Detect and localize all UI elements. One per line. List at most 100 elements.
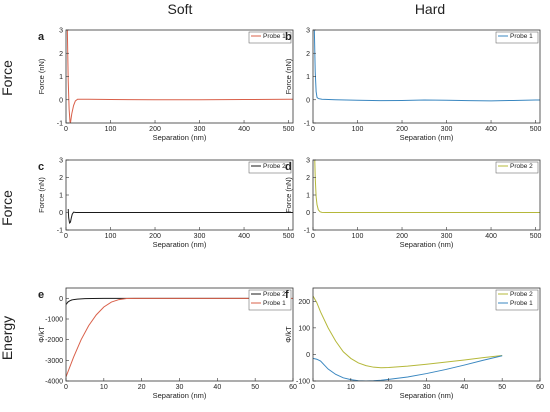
x-tick-label: 300 — [441, 233, 453, 240]
row-label-force-2: Force — [0, 190, 15, 226]
x-tick-label: 60 — [289, 384, 297, 391]
y-tick-label: 1 — [306, 74, 310, 81]
legend: Probe 2 — [495, 161, 539, 174]
x-tick-label: 300 — [194, 233, 206, 240]
y-axis-label: Φ/kT — [37, 326, 46, 343]
x-tick-label: 400 — [485, 126, 497, 133]
y-tick-label: -1 — [57, 121, 63, 128]
y-axis-label: Force (nN) — [37, 58, 46, 94]
y-tick-label: -100 — [296, 379, 310, 386]
y-tick-label: 1 — [59, 74, 63, 81]
x-tick-label: 20 — [138, 384, 146, 391]
legend-entry: Probe 1 — [263, 300, 286, 307]
y-tick-label: 100 — [298, 325, 310, 332]
legend-entry: Probe 2 — [263, 163, 286, 170]
x-tick-label: 200 — [149, 233, 161, 240]
legend: Probe 2 Probe 1 — [248, 289, 292, 311]
y-tick-label: 200 — [298, 299, 310, 306]
x-tick-label: 300 — [194, 126, 206, 133]
y-tick-label: -1000 — [45, 317, 63, 324]
x-tick-label: 0 — [64, 126, 68, 133]
panel-letter: d — [285, 161, 292, 173]
x-tick-label: 100 — [105, 233, 117, 240]
y-tick-label: -4000 — [45, 379, 63, 386]
row-label-energy: Energy — [0, 316, 15, 360]
x-tick-label: 500 — [530, 126, 542, 133]
x-tick-label: 50 — [498, 384, 506, 391]
x-tick-label: 0 — [311, 384, 315, 391]
x-tick-label: 40 — [213, 384, 221, 391]
y-tick-label: 1 — [306, 193, 310, 200]
series-line-e-0 — [66, 297, 256, 305]
series-line-f-1 — [313, 355, 503, 381]
y-tick-label: 2 — [59, 175, 63, 182]
series-line-e-1 — [66, 297, 293, 378]
y-tick-label: 2 — [306, 51, 310, 58]
legend-entry: Probe 2 — [510, 163, 533, 170]
x-axis-label: Separation (nm) — [400, 391, 454, 400]
y-tick-label: -3000 — [45, 358, 63, 365]
legend-box — [248, 31, 292, 44]
legend-box — [495, 161, 539, 174]
x-tick-label: 40 — [460, 384, 468, 391]
plot-frame — [312, 29, 541, 124]
y-axis-label: Force (nN) — [284, 177, 293, 213]
y-tick-label: 0 — [306, 97, 310, 104]
y-tick-label: 0 — [59, 296, 63, 303]
y-tick-label: 3 — [306, 158, 310, 165]
panel-letter: b — [285, 31, 292, 43]
column-header-hard: Hard — [415, 1, 445, 17]
legend-entry: Probe 1 — [263, 33, 286, 40]
plot-frame — [65, 29, 294, 124]
x-tick-label: 400 — [238, 126, 250, 133]
panel-letter: e — [38, 289, 44, 301]
legend-entry: Probe 2 — [263, 291, 286, 298]
x-tick-label: 0 — [64, 384, 68, 391]
y-tick-label: 3 — [59, 28, 63, 35]
x-tick-label: 100 — [352, 126, 364, 133]
x-tick-label: 0 — [64, 233, 68, 240]
y-tick-label: 0 — [306, 352, 310, 359]
x-tick-label: 200 — [149, 126, 161, 133]
y-tick-label: 2 — [306, 175, 310, 182]
x-tick-label: 500 — [530, 233, 542, 240]
y-tick-label: -2000 — [45, 337, 63, 344]
y-tick-label: 2 — [59, 51, 63, 58]
x-axis-label: Separation (nm) — [400, 240, 454, 249]
x-tick-label: 30 — [423, 384, 431, 391]
legend-entry: Probe 2 — [510, 291, 533, 298]
legend: Probe 1 — [248, 31, 292, 44]
x-tick-label: 60 — [536, 384, 544, 391]
legend: Probe 1 — [495, 31, 539, 44]
legend: Probe 2 Probe 1 — [495, 289, 539, 311]
y-tick-label: -1 — [57, 228, 63, 235]
y-tick-label: 3 — [306, 28, 310, 35]
y-tick-label: -1 — [304, 228, 310, 235]
legend-box — [248, 161, 292, 174]
legend-box — [248, 289, 292, 311]
x-tick-label: 100 — [352, 233, 364, 240]
x-tick-label: 50 — [251, 384, 259, 391]
x-tick-label: 200 — [396, 233, 408, 240]
y-axis-label: Φ/kT — [284, 326, 293, 343]
legend: Probe 2 — [248, 161, 292, 174]
x-tick-label: 300 — [441, 126, 453, 133]
x-axis-label: Separation (nm) — [153, 133, 207, 142]
y-axis-label: Force (nN) — [37, 177, 46, 213]
series-line-f-0 — [313, 295, 503, 369]
x-tick-label: 500 — [283, 126, 295, 133]
y-tick-label: 0 — [59, 210, 63, 217]
y-axis-label: Force (nN) — [284, 58, 293, 94]
y-tick-label: 1 — [59, 193, 63, 200]
legend-entry: Probe 1 — [510, 300, 533, 307]
column-header-soft: Soft — [168, 1, 193, 17]
x-tick-label: 30 — [176, 384, 184, 391]
series-line-c-0 — [67, 208, 293, 225]
series-line-d-0 — [314, 160, 540, 213]
y-tick-label: 0 — [306, 210, 310, 217]
series-line-a-0 — [66, 30, 293, 123]
